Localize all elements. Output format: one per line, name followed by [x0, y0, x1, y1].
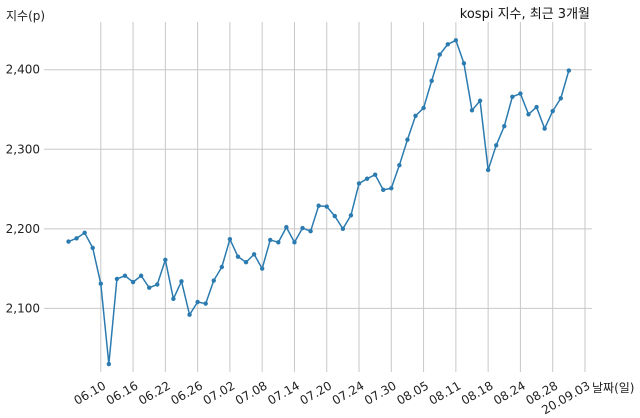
data-point [421, 105, 426, 111]
data-point [106, 361, 112, 367]
data-point [469, 108, 475, 113]
data-point [90, 245, 95, 251]
x-tick-label: 06.22 [136, 378, 173, 407]
data-point [251, 252, 257, 257]
data-point [195, 299, 200, 305]
x-tick-label: 07.20 [297, 378, 334, 407]
data-point [163, 257, 168, 263]
data-point [445, 42, 450, 47]
data-point [155, 282, 160, 287]
data-point [461, 61, 467, 66]
data-point [526, 112, 531, 117]
data-point [518, 91, 523, 96]
data-point [485, 167, 491, 173]
data-point [122, 273, 128, 278]
data-point [259, 266, 265, 271]
data-point [147, 285, 152, 290]
data-point [510, 94, 515, 99]
y-tick-label: 2,200 [6, 222, 40, 236]
data-point [243, 260, 249, 265]
data-point [372, 172, 378, 177]
data-point [413, 113, 418, 119]
y-tick-label: 2,100 [6, 301, 40, 315]
data-point [356, 181, 362, 186]
x-tick-label: 07.30 [362, 378, 399, 407]
data-point [284, 225, 289, 230]
data-point [550, 108, 555, 114]
data-point [348, 213, 354, 218]
data-point [502, 124, 507, 129]
grid-layer [44, 22, 592, 372]
data-point [494, 143, 499, 148]
data-point [276, 240, 281, 245]
y-tick-label: 2,300 [6, 142, 40, 156]
x-tick-label: 07.24 [330, 378, 367, 407]
data-point [397, 162, 402, 168]
x-tick-label: 08.24 [491, 378, 528, 407]
data-point [82, 230, 87, 235]
series-line [68, 39, 570, 365]
data-point [66, 239, 71, 244]
data-point [405, 137, 410, 142]
data-point [98, 281, 103, 286]
data-point [437, 52, 442, 57]
x-tick-label: 08.11 [427, 378, 464, 407]
x-tick-label: 07.02 [201, 378, 238, 407]
data-point [300, 225, 305, 231]
data-point [477, 98, 483, 103]
data-point [130, 279, 136, 285]
data-point [203, 301, 208, 306]
data-point [542, 126, 547, 131]
data-point [179, 279, 184, 284]
x-tick-label: 07.08 [233, 378, 270, 407]
data-point [566, 68, 572, 73]
x-tick-labels: 06.1006.1606.2206.2607.0207.0807.1407.20… [72, 378, 593, 417]
data-point [453, 38, 459, 43]
x-tick-label: 07.14 [265, 378, 302, 407]
data-point [211, 278, 216, 283]
chart-title: kospi 지수, 최근 3개월 [460, 7, 590, 22]
x-tick-label: 06.26 [168, 378, 205, 407]
x-tick-label: 08.18 [459, 378, 496, 407]
data-point [316, 203, 321, 208]
data-point [429, 78, 434, 84]
data-point [534, 104, 539, 110]
data-point [187, 312, 192, 317]
data-point [558, 96, 563, 101]
x-axis-label: 날짜(일) [592, 381, 634, 395]
data-point [268, 237, 273, 243]
data-point [308, 229, 313, 234]
data-point [332, 213, 338, 219]
data-point [381, 187, 386, 193]
data-point [171, 296, 176, 302]
x-tick-label: 06.10 [72, 378, 109, 407]
y-tick-label: 2,400 [6, 63, 40, 77]
data-point [389, 186, 394, 191]
x-tick-label: 08.05 [394, 378, 431, 407]
data-point [364, 176, 370, 181]
x-tick-label: 06.16 [104, 378, 141, 407]
data-point [114, 276, 120, 282]
data-point [292, 240, 297, 245]
data-point [324, 204, 329, 209]
data-point [227, 236, 233, 242]
y-tick-labels: 2,100 2,200 2,300 2,400 [6, 63, 40, 316]
data-point [340, 226, 346, 232]
data-point [235, 254, 241, 259]
y-axis-label: 지수(p) [6, 9, 45, 23]
data-point [138, 273, 144, 278]
data-point [74, 236, 79, 241]
data-point [219, 264, 225, 270]
series-layer [66, 38, 572, 367]
